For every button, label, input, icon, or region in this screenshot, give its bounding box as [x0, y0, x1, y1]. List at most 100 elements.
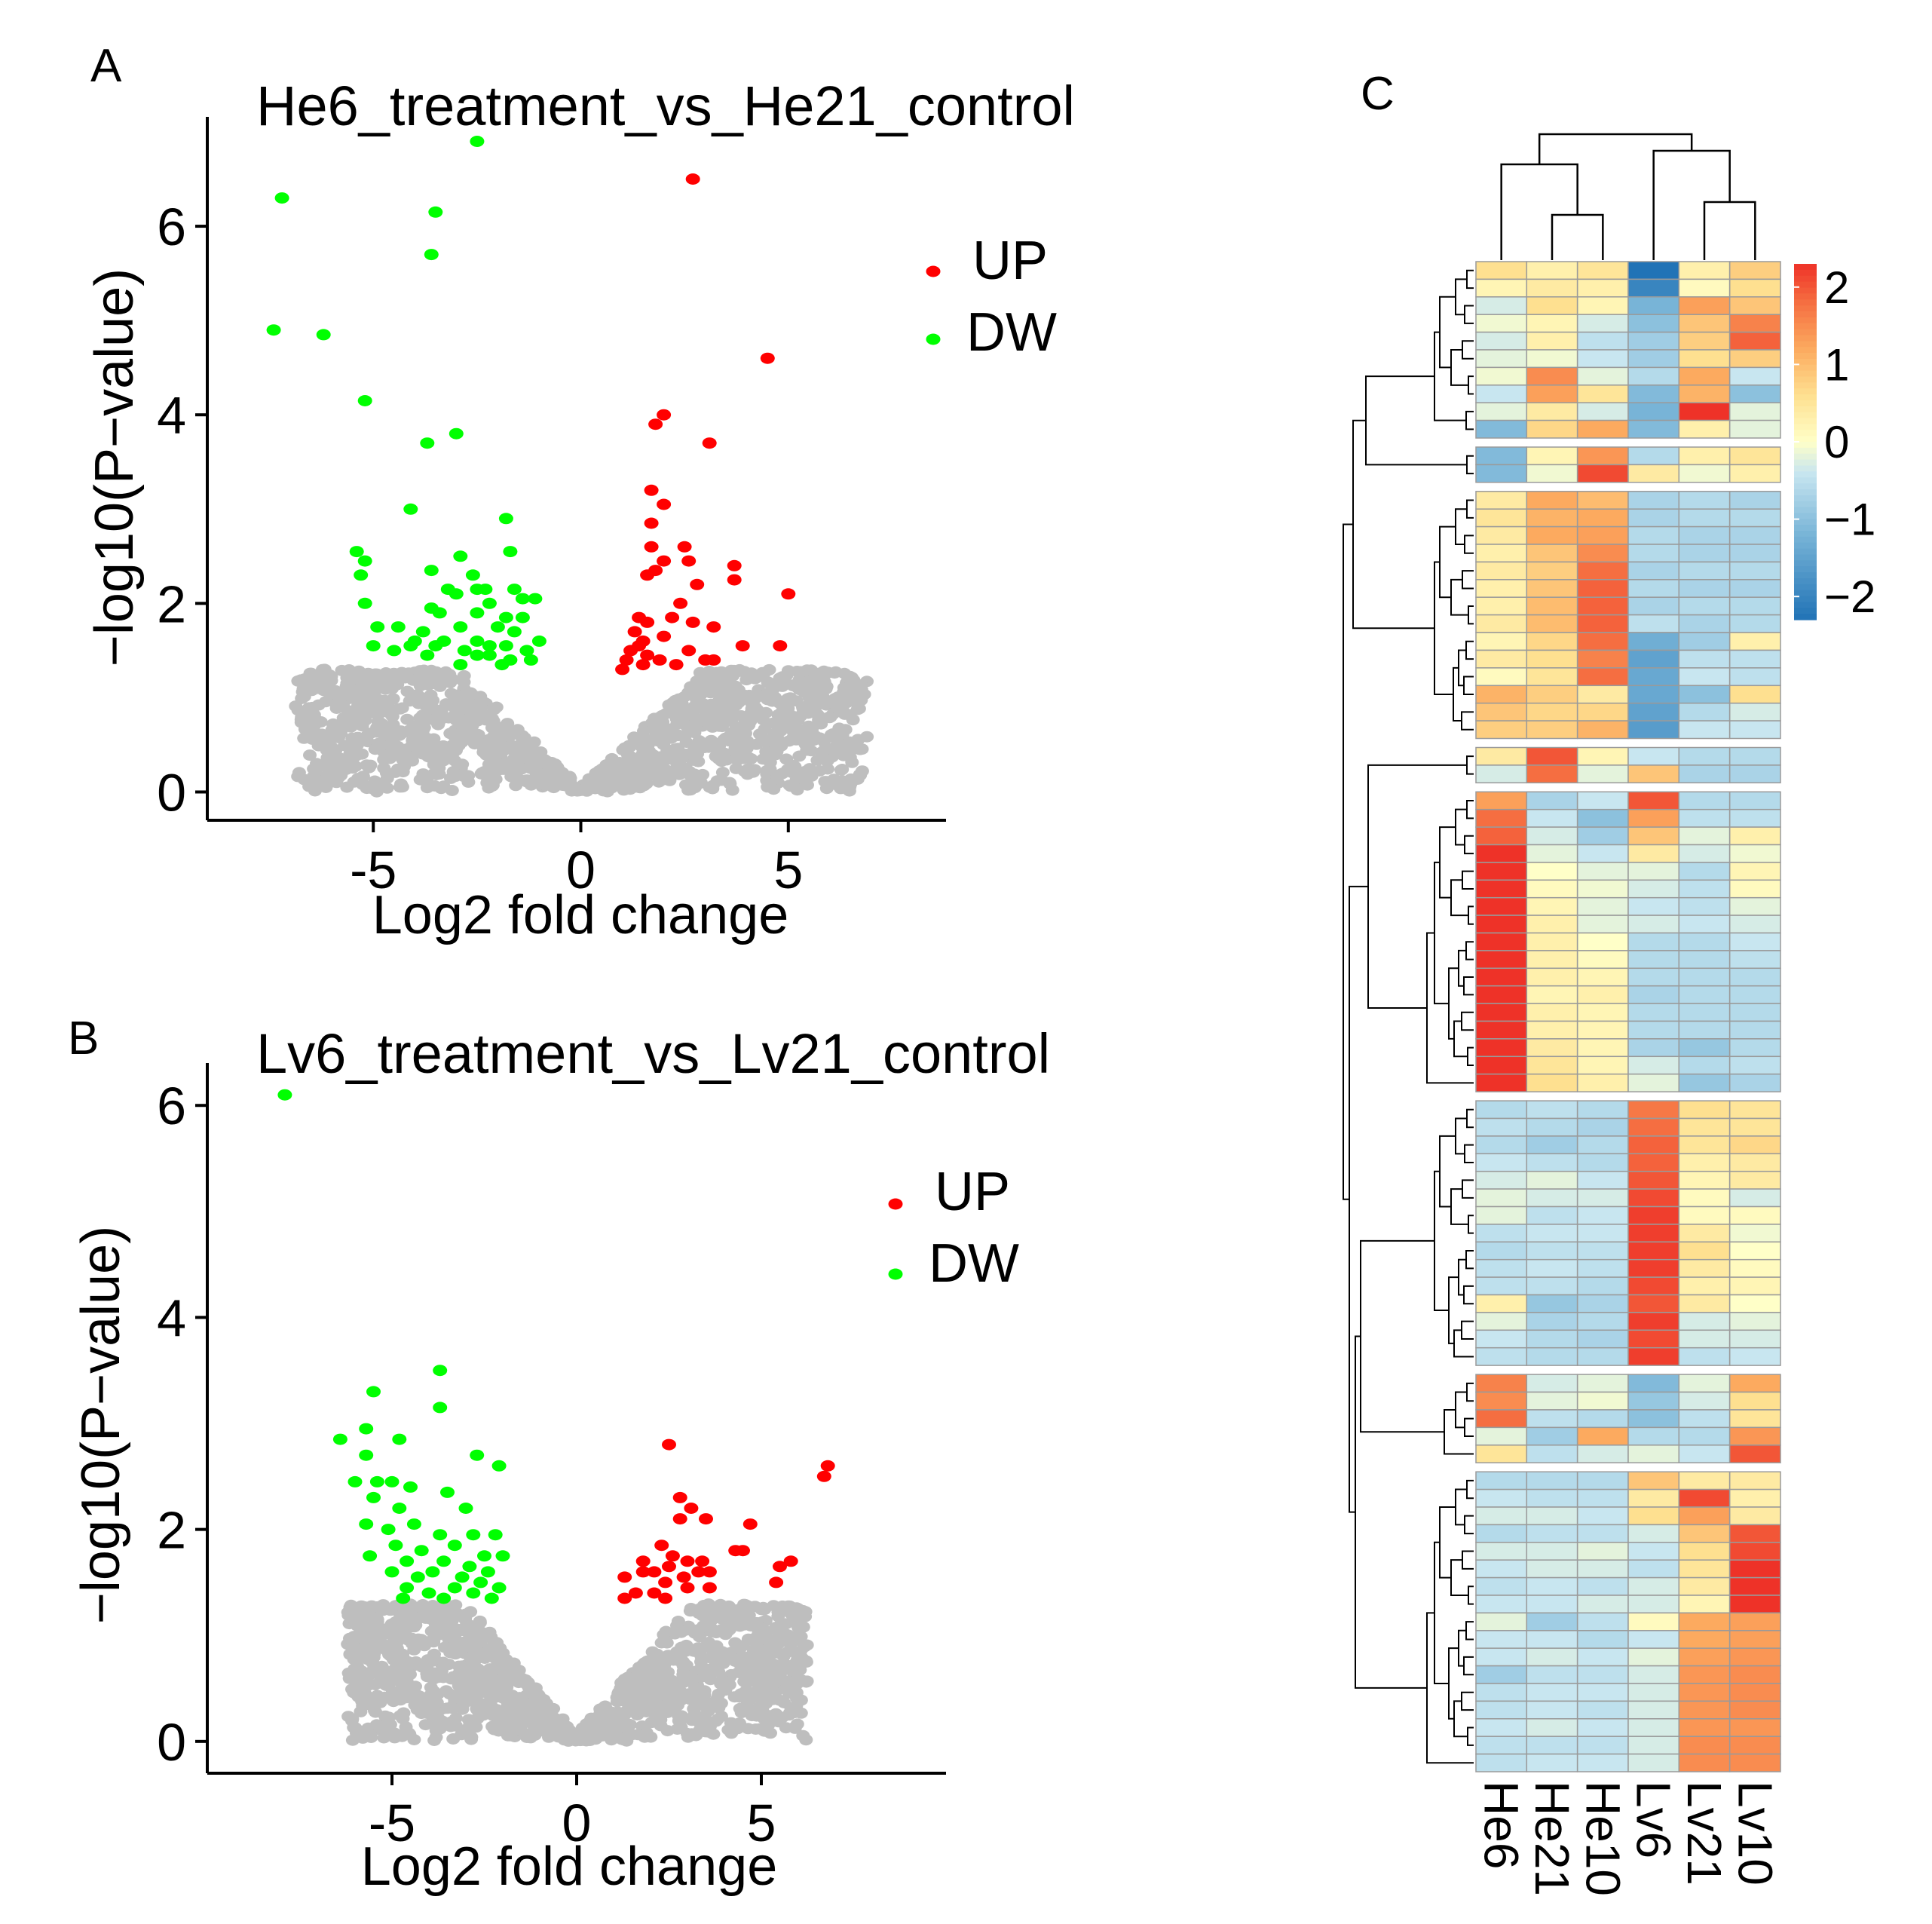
background-point: [629, 734, 643, 746]
colorbar-tick-label: 2: [1824, 262, 1849, 313]
background-point: [547, 781, 560, 793]
heatmap-cell: [1678, 1471, 1731, 1490]
up-point: [684, 1503, 699, 1514]
dendrogram-branch: [1467, 1726, 1474, 1746]
up-point: [644, 541, 659, 553]
heatmap-cell: [1526, 579, 1578, 598]
background-point: [474, 702, 488, 714]
background-point: [415, 748, 430, 760]
background-point: [712, 1688, 726, 1700]
background-point: [696, 768, 710, 780]
background-point: [786, 1666, 801, 1678]
background-point: [785, 1644, 799, 1656]
colorbar-segment: [1794, 477, 1817, 484]
background-point: [329, 688, 343, 700]
dendrogram-branch: [1468, 375, 1474, 395]
heatmap-cell: [1627, 544, 1680, 563]
heatmap-cell: [1627, 1647, 1680, 1667]
background-point: [737, 1598, 751, 1610]
heatmap-cell: [1728, 879, 1781, 899]
colorbar-segment: [1794, 353, 1817, 360]
dw-point: [507, 584, 522, 596]
dw-point: [523, 654, 538, 666]
heatmap-cell: [1475, 702, 1528, 722]
dw-point: [482, 649, 497, 661]
heatmap-cell: [1475, 1718, 1528, 1737]
background-point: [678, 703, 693, 715]
background-point: [760, 764, 774, 777]
heatmap-cell: [1627, 685, 1680, 704]
background-point: [795, 772, 808, 784]
heatmap-cell: [1678, 1506, 1731, 1526]
up-point: [742, 1518, 758, 1530]
background-point: [803, 763, 817, 775]
background-point: [655, 709, 669, 722]
heatmap-cell: [1728, 1753, 1781, 1772]
heatmap-cell: [1576, 1329, 1629, 1349]
dw-point: [470, 607, 485, 619]
background-point: [744, 1620, 758, 1631]
colorbar-segment: [1794, 453, 1817, 461]
background-point: [344, 1612, 359, 1624]
heatmap-cell: [1728, 1409, 1781, 1429]
background-point: [445, 748, 460, 759]
up-point: [783, 1555, 798, 1567]
background-point: [792, 750, 807, 762]
background-point: [748, 672, 762, 685]
background-point: [455, 703, 469, 715]
heatmap-cell: [1627, 985, 1680, 1004]
up-point: [615, 663, 630, 676]
heatmap-cell: [1576, 1488, 1629, 1508]
y-tick-label: 6: [157, 1077, 186, 1135]
heatmap-cell: [1576, 446, 1629, 466]
dendrogram-branch: [1465, 941, 1474, 960]
heatmap-cell: [1728, 614, 1781, 633]
background-point: [354, 697, 369, 708]
heatmap-cell: [1576, 915, 1629, 934]
heatmap-cell: [1475, 1100, 1528, 1120]
colorbar-tick-label: −1: [1824, 495, 1875, 545]
heatmap-cell: [1678, 1524, 1731, 1543]
background-point: [662, 699, 676, 711]
heatmap-cell: [1627, 1595, 1680, 1614]
dendrogram-branch: [1453, 1329, 1474, 1358]
background-point: [400, 750, 415, 762]
heatmap-cell: [1576, 579, 1629, 598]
dw-point: [316, 329, 331, 341]
heatmap-cell: [1475, 464, 1528, 483]
heatmap-cell: [1526, 1524, 1578, 1543]
colorbar-segment: [1794, 299, 1817, 306]
heatmap-cell: [1475, 1276, 1528, 1296]
colorbar-segment: [1794, 483, 1817, 490]
colorbar-segment: [1794, 370, 1817, 378]
heatmap-cell: [1475, 967, 1528, 987]
dendrogram-branch: [1703, 201, 1756, 260]
heatmap-cell: [1576, 950, 1629, 970]
background-point: [391, 703, 406, 715]
x-axis-label-a: Log2 fold change: [372, 885, 788, 945]
dw-point: [354, 569, 369, 581]
dw-point: [528, 593, 543, 605]
heatmap-cell: [1728, 1073, 1781, 1092]
background-point: [298, 723, 312, 735]
background-point: [671, 1699, 684, 1711]
heatmap-cell: [1526, 544, 1578, 563]
background-point: [356, 1732, 370, 1744]
heatmap-cell: [1678, 331, 1731, 351]
up-point: [657, 555, 672, 567]
dendrogram-branch: [1464, 535, 1474, 554]
dw-point: [420, 437, 435, 449]
background-point: [617, 1734, 631, 1746]
background-point: [780, 721, 795, 733]
background-point: [381, 728, 395, 740]
heatmap-cell: [1627, 1276, 1680, 1296]
heatmap-cell: [1526, 296, 1578, 315]
up-point: [695, 1555, 710, 1567]
heatmap-cell: [1526, 1206, 1578, 1225]
background-point: [542, 761, 556, 773]
dw-point: [507, 626, 522, 638]
background-point: [641, 752, 655, 763]
heatmap-cell: [1475, 1426, 1528, 1446]
background-point: [351, 666, 366, 679]
dendrogram-branch: [1458, 949, 1466, 987]
